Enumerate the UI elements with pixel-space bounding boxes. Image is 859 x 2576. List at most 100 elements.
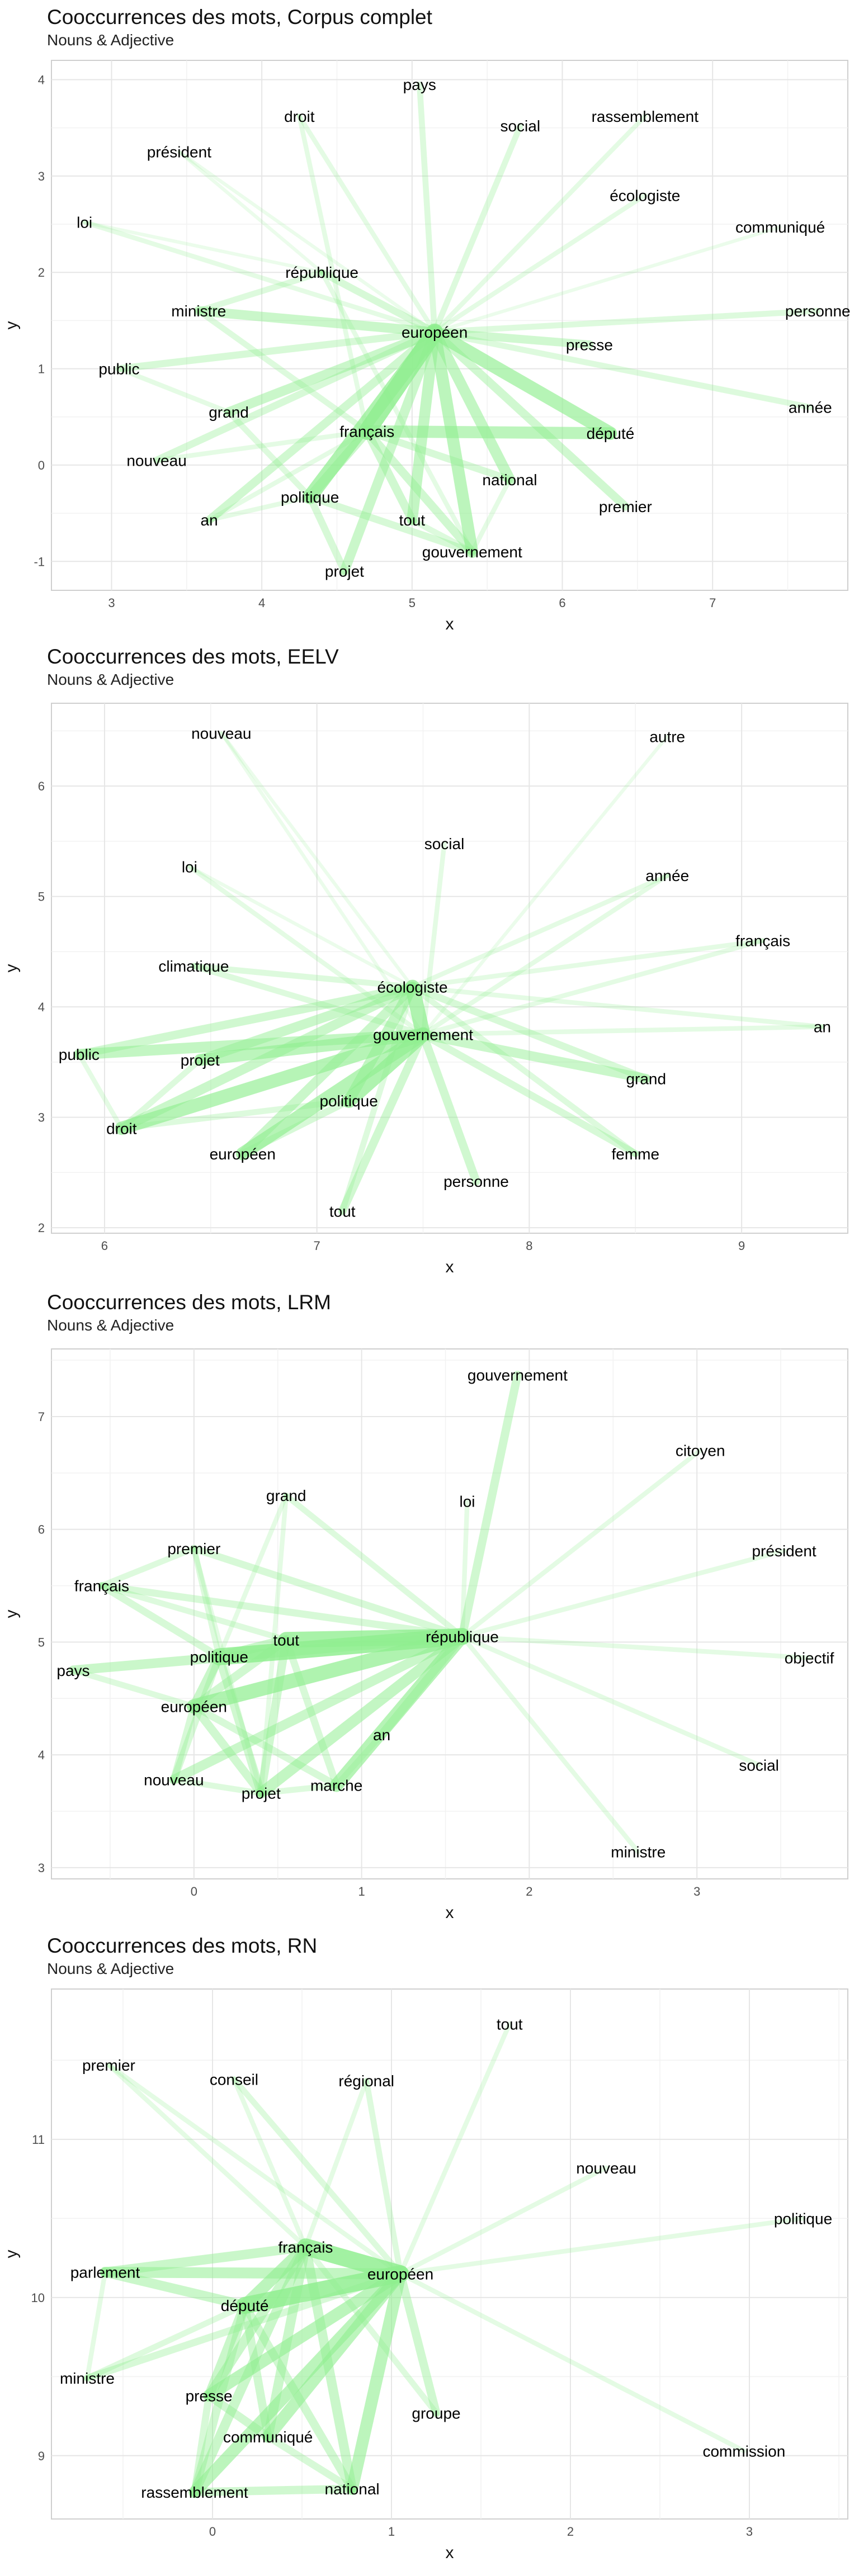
- edge-politique-projet: [306, 493, 348, 575]
- y-tick-label: 2: [38, 1221, 45, 1235]
- edge-république-européen: [186, 1629, 470, 1714]
- edge-ministre-français: [196, 307, 370, 434]
- edge-européen-ministre: [193, 306, 440, 337]
- panel-lrm: Cooccurrences des mots, LRM Nouns & Adje…: [0, 1283, 859, 1929]
- edge-français-régional: [303, 2078, 369, 2250]
- edge-européen-nouveau: [153, 328, 438, 464]
- edge-européen-marche: [190, 1702, 341, 1789]
- plot-area: [51, 703, 848, 1234]
- y-tick-label: 5: [38, 890, 45, 904]
- y-tick-label: 5: [38, 1635, 45, 1649]
- edge-européen-rassemblement: [432, 113, 648, 335]
- x-tick-label: 4: [258, 596, 265, 610]
- x-axis-label: x: [446, 1258, 454, 1276]
- edge-presse-communiqué: [205, 2391, 272, 2441]
- node-label: an: [373, 1726, 390, 1744]
- node-label: ministre: [171, 302, 226, 320]
- edge-écologiste-public: [74, 983, 417, 1059]
- edge-écologiste-européen: [238, 982, 418, 1159]
- network-plot: 6 7 8 9 2 3 4 5 6 x y nouveau autre social loi année fra…: [2, 703, 848, 1276]
- y-tick-label: -1: [34, 555, 45, 569]
- chart-subtitle: Nouns & Adjective: [47, 671, 174, 688]
- node-label: français: [735, 932, 790, 950]
- y-tick-label: 0: [38, 458, 45, 472]
- edge-gouvernement-année: [421, 873, 670, 1037]
- edge-européen-commission: [398, 2271, 747, 2454]
- y-tick-label: 9: [38, 2449, 45, 2463]
- edge-politique-projet: [215, 1652, 266, 1798]
- node-label: projet: [242, 1785, 281, 1802]
- y-tick-label: 4: [38, 73, 45, 87]
- edge-tout-politique: [214, 1635, 291, 1662]
- edge-écologiste-français: [410, 938, 766, 989]
- edge-écologiste-nouveau: [219, 731, 414, 989]
- node-label: public: [98, 361, 139, 378]
- node-label: rassemblement: [592, 108, 699, 125]
- edge-grand-politique: [216, 1493, 289, 1659]
- node-label: république: [285, 264, 358, 281]
- edge-européen-droit: [297, 113, 437, 335]
- edge-français-parlement: [100, 2242, 311, 2277]
- edge-européen-régional: [363, 2077, 404, 2277]
- node-label: parlement: [70, 2264, 140, 2281]
- node-label: pays: [56, 1662, 89, 1679]
- edge-tout-européen: [190, 1635, 291, 1711]
- x-tick-label: 7: [314, 1239, 320, 1253]
- node-label: européen: [161, 1698, 227, 1715]
- edge-européen-premier: [106, 2062, 403, 2276]
- y-tick-label: 4: [38, 1000, 45, 1014]
- edge-nouveau-projet: [171, 1777, 265, 1797]
- edge-européen-année: [431, 329, 814, 410]
- edge-public-grand: [116, 366, 232, 415]
- edge-république-pays: [68, 1631, 468, 1675]
- edge-politique-an: [206, 494, 313, 523]
- edge-européen-personne: [431, 307, 821, 335]
- edge-européen-rassemblement: [188, 2267, 407, 2498]
- node-label: tout: [497, 2015, 523, 2033]
- edge-français-tout: [362, 427, 417, 524]
- node-label: rassemblement: [141, 2484, 248, 2501]
- y-tick-label: 3: [38, 169, 45, 183]
- node-label: politique: [190, 1649, 248, 1666]
- x-tick-label: 6: [559, 596, 565, 610]
- node-label: public: [59, 1046, 100, 1063]
- x-axis-label: x: [446, 2544, 454, 2562]
- edge-européen-nouveau: [398, 2165, 609, 2276]
- edge-écologiste-politique: [343, 981, 418, 1106]
- panel-corpus-complet: Cooccurrences des mots, Corpus complet N…: [0, 0, 859, 637]
- edge-tout-gouvernement: [409, 517, 475, 555]
- edge-français-communiqué: [263, 2242, 311, 2442]
- edge-politique-européen: [189, 1652, 224, 1711]
- node-label: politique: [774, 2210, 832, 2227]
- node-label: écologiste: [610, 187, 680, 204]
- edge-député-parlement: [100, 2267, 250, 2310]
- edge-français-député: [361, 425, 617, 439]
- edge-européen-grand: [224, 327, 440, 417]
- edge-français-presse: [204, 2242, 311, 2400]
- edge-français-national: [300, 2242, 357, 2494]
- edge-politique-français: [98, 1582, 223, 1661]
- node-label: pays: [403, 76, 436, 93]
- y-tick-label: 10: [31, 2291, 45, 2305]
- edge-français-conseil: [232, 2077, 308, 2250]
- edge-république-projet: [256, 1631, 468, 1799]
- node-label: premier: [167, 1540, 220, 1557]
- edge-gouvernement-climatique: [191, 963, 426, 1038]
- chart-title: Cooccurrences des mots, RN: [47, 1934, 318, 1957]
- x-tick-label: 9: [738, 1239, 745, 1253]
- y-tick-label: 7: [38, 1410, 45, 1424]
- edge-premier-projet: [191, 1546, 263, 1796]
- chart-title: Cooccurrences des mots, EELV: [47, 645, 339, 668]
- edge-gouvernement-personne: [419, 1030, 480, 1186]
- edge-droit-français: [297, 113, 370, 434]
- node-label: autre: [649, 728, 685, 745]
- edge-européen-national: [346, 2267, 407, 2496]
- node-label: communiqué: [735, 219, 825, 236]
- edge-européen-conseil: [231, 2076, 404, 2277]
- edge-république-loi: [460, 1499, 470, 1639]
- node-label: loi: [77, 214, 92, 231]
- edge-européen-public: [115, 328, 438, 372]
- edge-écologiste-loi: [187, 865, 414, 989]
- edge-république-gouvernement: [457, 1370, 522, 1641]
- edge-république-objectif: [460, 1634, 812, 1660]
